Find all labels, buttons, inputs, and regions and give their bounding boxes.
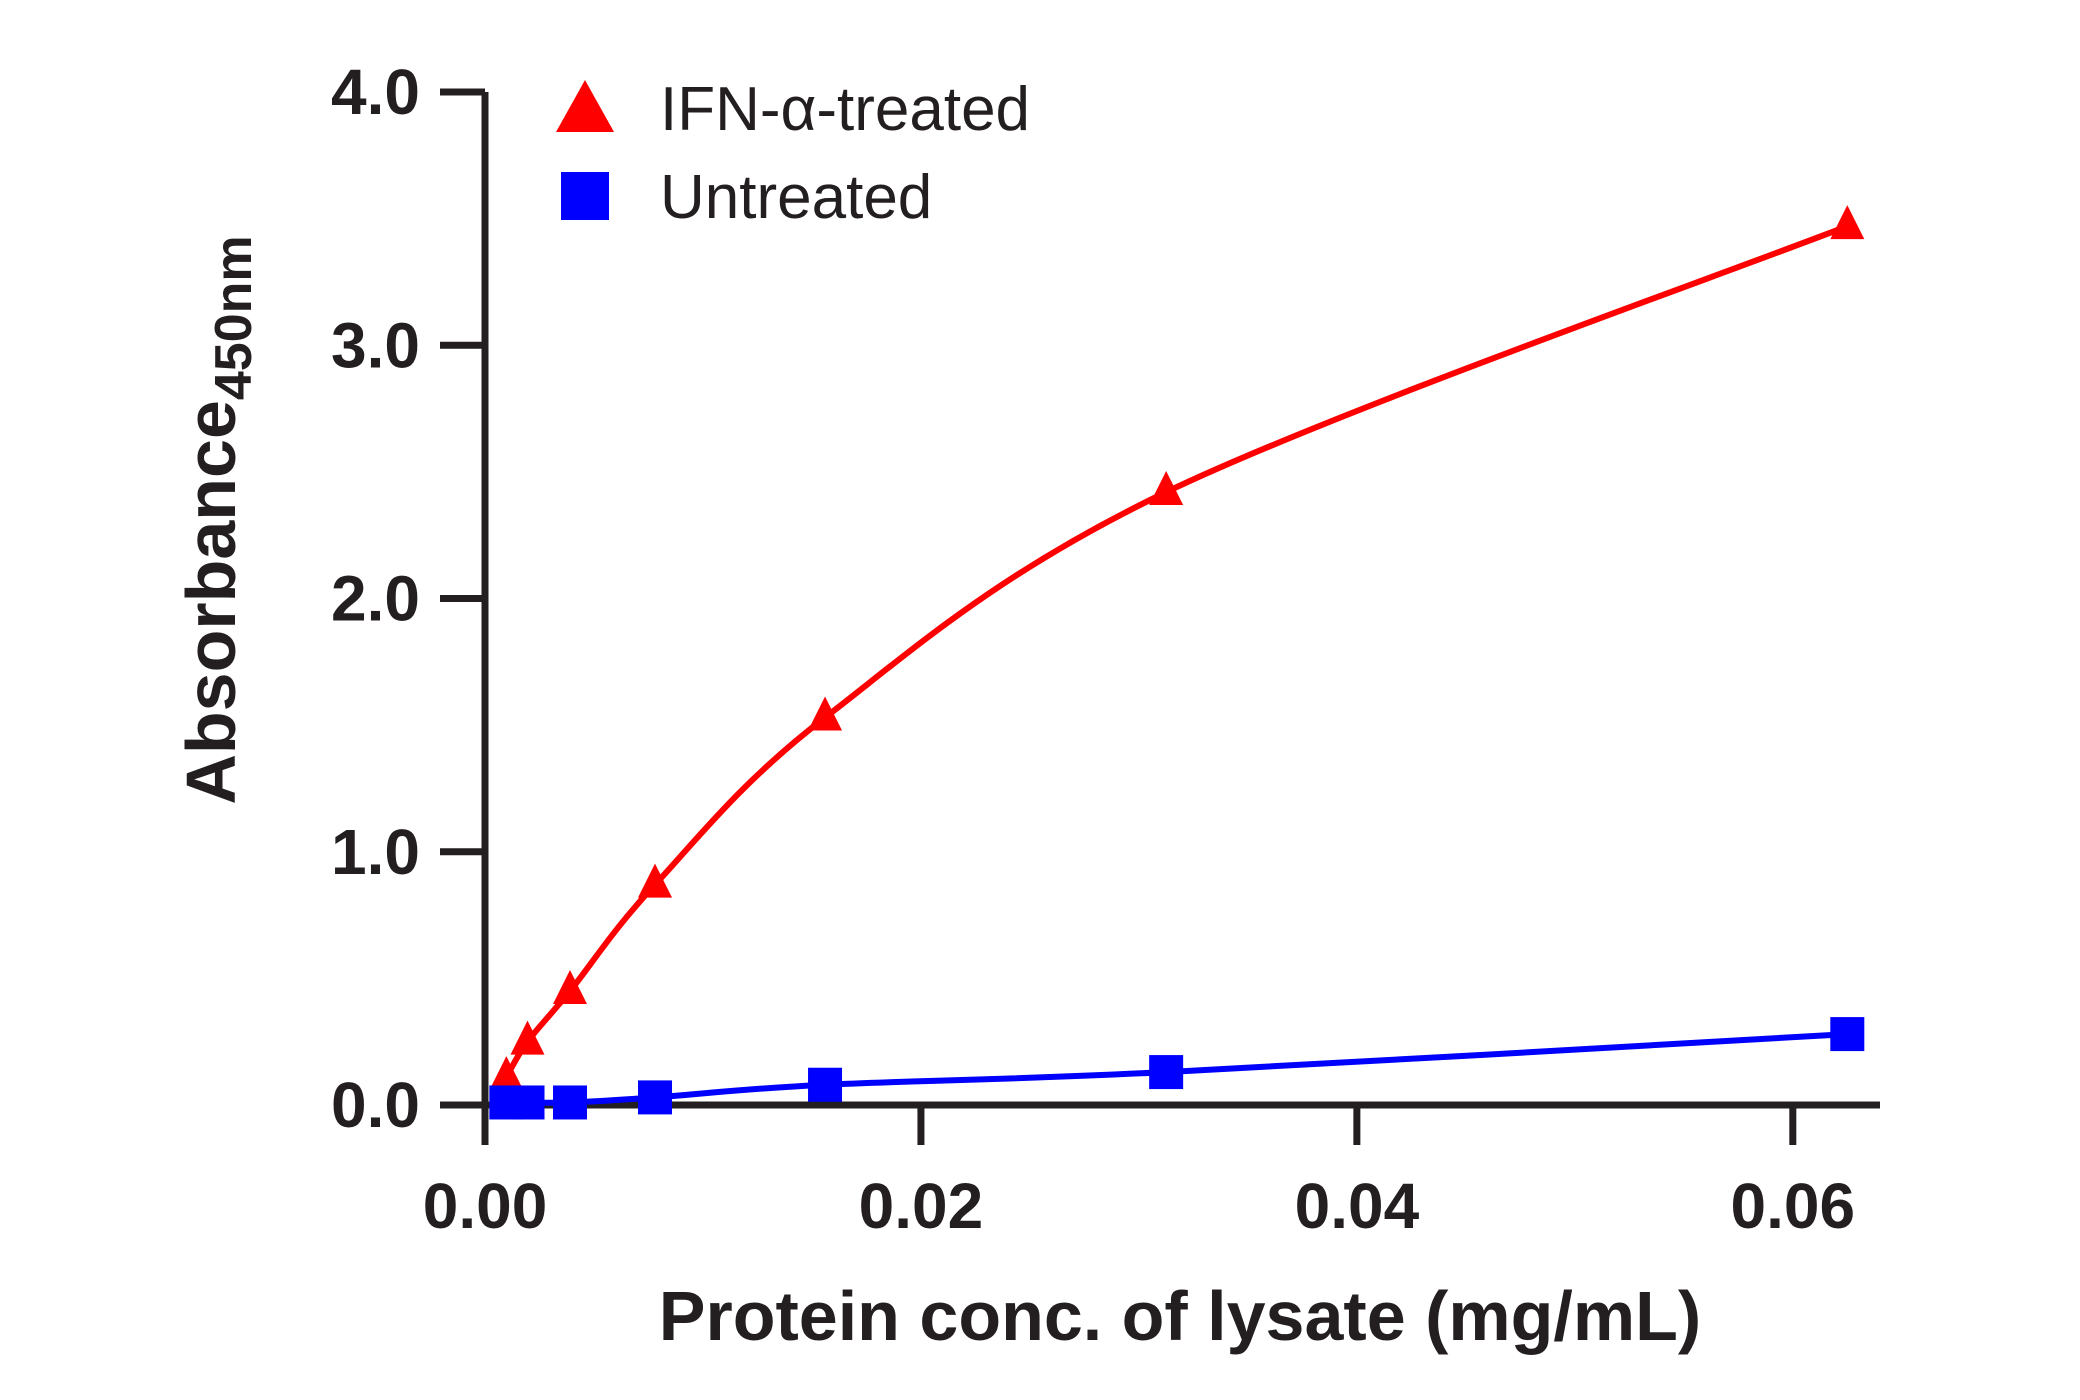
x-tick-label: 0.00	[423, 1170, 548, 1242]
series-untreated	[489, 1017, 1865, 1120]
y-tick-label: 4.0	[331, 56, 420, 128]
data-point	[1830, 1017, 1865, 1052]
y-tick-label: 2.0	[331, 563, 420, 635]
y-axis-title-subscript: 450nm	[205, 235, 263, 400]
data-point	[510, 1085, 545, 1120]
data-point	[1149, 471, 1184, 506]
y-tick-label: 0.0	[331, 1069, 420, 1141]
x-tick-label: 0.04	[1295, 1170, 1420, 1242]
series-ifn-alpha-treated	[489, 205, 1865, 1091]
legend: IFN-α-treated Untreated	[556, 75, 1030, 232]
x-tick-label: 0.02	[859, 1170, 984, 1242]
data-point	[638, 1080, 673, 1115]
data-point	[808, 1067, 843, 1102]
data-point	[553, 969, 588, 1004]
series-line	[503, 223, 1851, 1081]
legend-marker-triangle	[556, 80, 614, 132]
legend-item: Untreated	[561, 163, 932, 232]
series-layer	[489, 205, 1865, 1120]
data-point	[1830, 205, 1865, 240]
data-point	[553, 1085, 588, 1120]
data-point	[808, 696, 843, 731]
y-tick-label: 1.0	[331, 816, 420, 888]
data-point	[638, 863, 673, 898]
axes: 0.0 1.0 2.0 3.0 4.0 0.00 0.02 0.04 0.06	[331, 56, 1880, 1242]
y-axis-title-main: Absorbance	[172, 400, 250, 805]
legend-label: Untreated	[660, 163, 932, 232]
data-point	[510, 1020, 545, 1055]
legend-item: IFN-α-treated	[556, 75, 1030, 144]
legend-marker-square	[561, 172, 609, 220]
data-point	[489, 1056, 524, 1091]
legend-label: IFN-α-treated	[660, 75, 1030, 144]
x-axis-title: Protein conc. of lysate (mg/mL)	[659, 1277, 1701, 1355]
data-point	[1149, 1055, 1184, 1090]
y-axis-title: Absorbance450nm	[172, 235, 263, 804]
x-tick-label: 0.06	[1731, 1170, 1856, 1242]
y-tick-label: 3.0	[331, 309, 420, 381]
